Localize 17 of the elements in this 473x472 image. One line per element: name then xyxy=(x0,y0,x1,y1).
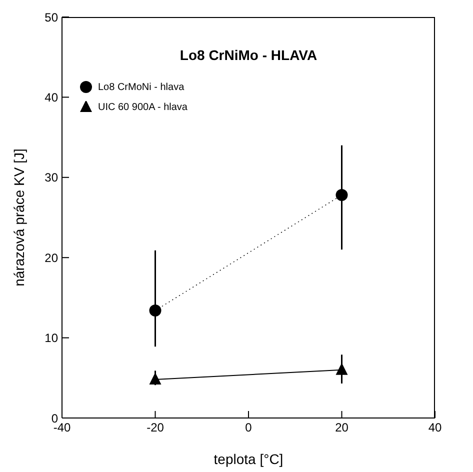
legend-label: Lo8 CrMoNi - hlava xyxy=(98,82,184,92)
point xyxy=(336,189,348,202)
y-tick-label: 30 xyxy=(44,170,58,185)
y-axis-title: nárazová práce KV [J] xyxy=(11,148,27,286)
y-tick-label: 40 xyxy=(44,90,58,104)
x-tick-label: -20 xyxy=(146,420,164,435)
text: Lo8 CrNiMo - HLAVA xyxy=(178,47,318,63)
point xyxy=(149,304,162,317)
x-tick-label: 40 xyxy=(428,420,442,435)
y-tick-label: 0 xyxy=(51,411,58,426)
y-tick-label: 50 xyxy=(44,10,58,24)
y-tick-label: 10 xyxy=(44,331,58,346)
x-tick-label: 20 xyxy=(335,420,349,435)
legend-label: UIC 60 900A - hlava xyxy=(98,102,188,112)
y-tick-label: 20 xyxy=(44,250,58,265)
x-tick-label: 0 xyxy=(245,420,252,435)
x-axis-title: teplota [°C] xyxy=(214,451,284,467)
